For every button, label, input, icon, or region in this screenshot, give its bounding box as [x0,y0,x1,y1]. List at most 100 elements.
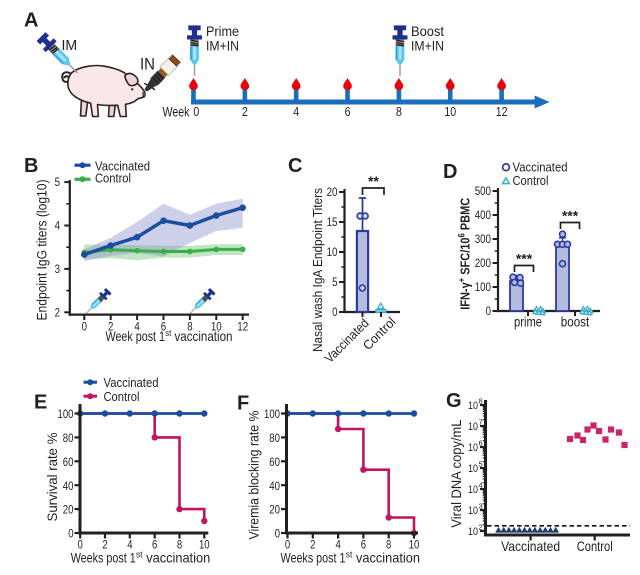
svg-text:10: 10 [468,442,478,454]
svg-text:IN: IN [140,55,155,74]
svg-text:G: G [446,390,462,412]
svg-text:400: 400 [475,210,491,222]
svg-text:60: 60 [269,455,280,469]
svg-text:0: 0 [193,105,199,119]
svg-text:6: 6 [479,439,483,448]
svg-text:4: 4 [335,538,341,552]
svg-text:boost: boost [561,314,590,330]
svg-text:5: 5 [479,460,483,469]
svg-text:B: B [24,155,38,177]
svg-text:8: 8 [386,538,392,552]
svg-text:10: 10 [199,538,210,552]
svg-text:C: C [288,155,302,177]
svg-text:40: 40 [63,479,74,493]
svg-text:8: 8 [479,397,483,406]
svg-text:Week post 1: Week post 1 [106,328,166,344]
svg-text:IM+IN: IM+IN [206,38,239,54]
svg-text:Boost: Boost [411,23,444,39]
svg-text:Weeks post 1: Weeks post 1 [281,550,346,566]
svg-text:Nasal wash IgA Endpoint Titers: Nasal wash IgA Endpoint Titers [311,188,325,352]
svg-text:vaccination: vaccination [356,550,420,566]
svg-text:20: 20 [269,503,280,517]
svg-text:10: 10 [409,538,420,552]
svg-text:4: 4 [479,481,483,490]
svg-text:st: st [165,328,171,339]
svg-text:4: 4 [55,221,61,233]
svg-text:D: D [443,161,457,183]
svg-text:2: 2 [102,538,108,552]
svg-text:10: 10 [468,463,478,475]
svg-text:10: 10 [468,505,478,517]
svg-text:4: 4 [127,538,133,552]
svg-text:8: 8 [177,538,183,552]
svg-text:E: E [34,392,47,414]
svg-text:Vaccinated: Vaccinated [501,538,560,554]
svg-text:5: 5 [55,177,60,189]
svg-text:3: 3 [479,502,483,511]
svg-text:A: A [24,10,38,32]
svg-text:Weeks post 1: Weeks post 1 [71,550,136,566]
svg-text:4: 4 [293,105,299,119]
svg-text:2: 2 [108,322,113,334]
svg-text:Viremia blocking rate %: Viremia blocking rate % [246,411,262,540]
svg-text:0: 0 [275,527,281,541]
svg-text:12: 12 [496,105,508,119]
svg-text:80: 80 [269,431,280,445]
svg-text:Vaccinated: Vaccinated [513,159,568,174]
svg-text:0: 0 [82,322,87,334]
svg-text:2: 2 [479,523,483,532]
svg-text:Viral DNA copy/mL: Viral DNA copy/mL [448,419,464,527]
svg-text:3: 3 [55,264,60,276]
svg-text:Survival rate %: Survival rate % [44,433,60,522]
svg-text:Prime: Prime [206,23,239,39]
svg-text:IM: IM [62,37,78,54]
svg-text:10: 10 [468,421,478,433]
svg-text:2: 2 [242,105,248,119]
svg-text:12: 12 [237,322,248,334]
svg-text:10: 10 [468,400,478,412]
svg-text:7: 7 [479,418,483,427]
svg-text:Control: Control [104,389,140,404]
svg-text:Vaccinated: Vaccinated [95,159,150,174]
svg-text:vaccination: vaccination [146,550,210,566]
svg-text:5: 5 [332,277,337,289]
svg-text:***: *** [516,251,533,267]
svg-text:0: 0 [68,527,74,541]
svg-text:20: 20 [63,503,74,517]
svg-text:10: 10 [211,322,222,334]
svg-text:200: 200 [475,258,491,270]
svg-text:80: 80 [63,431,74,445]
svg-text:st: st [346,550,353,561]
svg-text:Endpoint IgG titers (log10): Endpoint IgG titers (log10) [35,180,50,321]
svg-text:100: 100 [475,282,491,294]
svg-text:prime: prime [514,314,542,330]
svg-text:0: 0 [78,538,84,552]
svg-text:Control: Control [577,538,613,554]
svg-text:6: 6 [361,538,367,552]
svg-text:500: 500 [475,186,491,198]
svg-text:0: 0 [285,538,291,552]
svg-text:4: 4 [134,322,140,334]
svg-text:0: 0 [486,306,491,318]
svg-text:15: 15 [327,217,338,229]
svg-text:100: 100 [58,407,74,421]
svg-text:vaccination: vaccination [175,328,233,344]
svg-text:40: 40 [269,479,280,493]
svg-text:2: 2 [310,538,316,552]
svg-text:IM+IN: IM+IN [411,38,444,54]
svg-text:**: ** [368,173,379,189]
svg-text:10: 10 [327,247,338,259]
svg-text:10: 10 [468,484,478,496]
svg-text:Week: Week [163,105,190,120]
svg-text:0: 0 [332,307,337,319]
svg-text:***: *** [562,208,579,224]
svg-text:6: 6 [152,538,158,552]
svg-text:300: 300 [475,234,491,246]
svg-text:Control: Control [513,173,549,188]
svg-text:st: st [136,550,143,561]
svg-text:6: 6 [161,322,166,334]
svg-text:IFN-γ+ SFC/106 PBMC: IFN-γ+ SFC/106 PBMC [457,197,473,310]
svg-text:2: 2 [55,307,60,319]
svg-text:60: 60 [63,455,74,469]
svg-text:6: 6 [345,105,351,119]
